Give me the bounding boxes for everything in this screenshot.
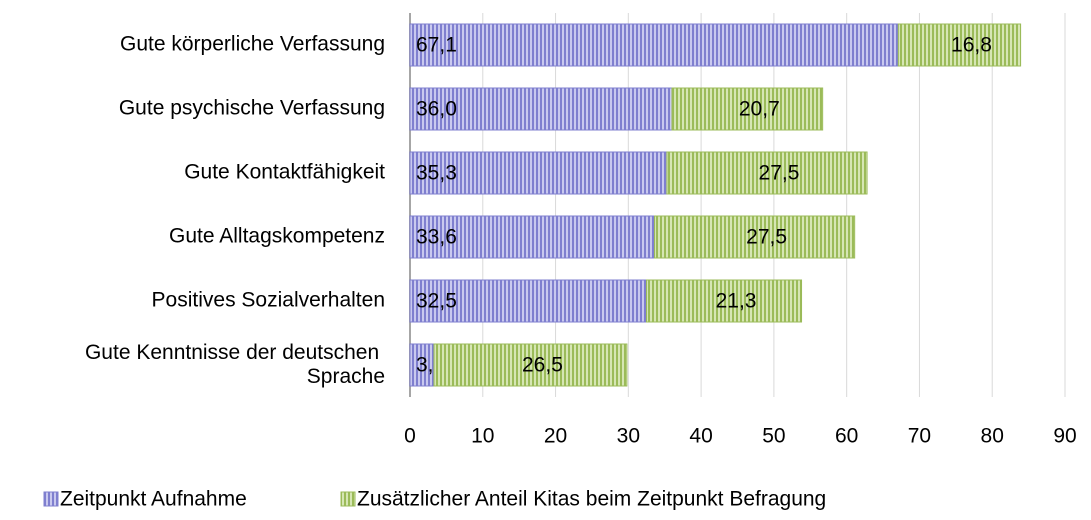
y-tick-label: Positives Sozialverhalten bbox=[152, 289, 385, 312]
x-tick-label: 10 bbox=[471, 425, 494, 448]
y-tick-label: Gute psychische Verfassung bbox=[119, 97, 385, 120]
y-tick-label: Gute Kenntnisse der deutschen Sprache bbox=[85, 341, 385, 388]
y-tick-label: Gute Kontaktfähigkeit bbox=[184, 161, 385, 184]
x-tick-label: 40 bbox=[689, 425, 712, 448]
bar bbox=[409, 279, 648, 323]
data-label: 36,0 bbox=[416, 98, 457, 121]
bar bbox=[409, 151, 668, 195]
bar bbox=[666, 151, 868, 195]
data-label: 35,3 bbox=[416, 162, 457, 185]
x-tick-label: 30 bbox=[617, 425, 640, 448]
data-label: 27,5 bbox=[759, 162, 800, 185]
bar bbox=[646, 279, 803, 323]
y-tick-label: Gute Alltagskompetenz bbox=[169, 225, 385, 248]
data-label: 16,8 bbox=[951, 34, 992, 57]
bar bbox=[409, 87, 673, 131]
legend-label: Zusätzlicher Anteil Kitas beim Zeitpunkt… bbox=[357, 488, 826, 511]
bar bbox=[897, 23, 1022, 67]
bar bbox=[409, 23, 899, 67]
data-label: 21,3 bbox=[716, 290, 757, 313]
bar bbox=[654, 215, 856, 259]
data-label: 26,5 bbox=[522, 354, 563, 377]
data-label: 27,5 bbox=[746, 226, 787, 249]
legend-swatch bbox=[43, 491, 59, 507]
legend-swatch bbox=[340, 491, 356, 507]
data-label: 33,6 bbox=[416, 226, 457, 249]
legend-label: Zeitpunkt Aufnahme bbox=[60, 488, 247, 511]
bar bbox=[409, 215, 656, 259]
x-tick-label: 70 bbox=[908, 425, 931, 448]
x-tick-label: 50 bbox=[762, 425, 785, 448]
label-line: Sprache bbox=[307, 365, 385, 388]
x-tick-label: 60 bbox=[835, 425, 858, 448]
data-label: 67,1 bbox=[416, 34, 457, 57]
bar bbox=[671, 87, 824, 131]
x-tick-label: 0 bbox=[404, 425, 416, 448]
x-tick-label: 80 bbox=[981, 425, 1004, 448]
y-tick-label: Gute körperliche Verfassung bbox=[120, 33, 385, 56]
x-tick-label: 20 bbox=[544, 425, 567, 448]
bar bbox=[409, 343, 435, 387]
data-label: 32,5 bbox=[416, 290, 457, 313]
label-line: Gute Kenntnisse der deutschen bbox=[85, 341, 385, 364]
bar bbox=[433, 343, 628, 387]
x-tick-label: 90 bbox=[1053, 425, 1076, 448]
data-label: 20,7 bbox=[739, 98, 780, 121]
